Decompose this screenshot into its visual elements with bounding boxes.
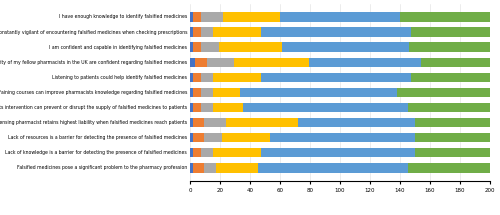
- Bar: [190, 133, 193, 142]
- Bar: [200, 43, 218, 52]
- Bar: [222, 133, 270, 142]
- Bar: [200, 103, 212, 112]
- Bar: [190, 148, 193, 158]
- Bar: [200, 88, 212, 97]
- Bar: [410, 73, 490, 82]
- Bar: [415, 148, 490, 158]
- Bar: [410, 27, 490, 37]
- Bar: [234, 58, 308, 67]
- Bar: [260, 148, 415, 158]
- Bar: [200, 12, 223, 22]
- Bar: [190, 103, 193, 112]
- Bar: [200, 73, 212, 82]
- Bar: [190, 73, 193, 82]
- Bar: [200, 27, 212, 37]
- Bar: [218, 43, 282, 52]
- Bar: [193, 133, 203, 142]
- Bar: [190, 118, 193, 127]
- Bar: [298, 118, 415, 127]
- Bar: [193, 27, 200, 37]
- Bar: [190, 88, 193, 97]
- Bar: [193, 148, 200, 158]
- Bar: [190, 12, 193, 22]
- Bar: [400, 12, 490, 22]
- Bar: [204, 133, 222, 142]
- Bar: [212, 148, 260, 158]
- Bar: [409, 43, 490, 52]
- Bar: [193, 163, 203, 173]
- Bar: [226, 118, 298, 127]
- Bar: [204, 163, 216, 173]
- Bar: [421, 58, 490, 67]
- Bar: [216, 163, 258, 173]
- Bar: [258, 163, 408, 173]
- Bar: [193, 12, 200, 22]
- Bar: [206, 58, 234, 67]
- Bar: [193, 43, 200, 52]
- Bar: [240, 88, 397, 97]
- Bar: [212, 103, 242, 112]
- Bar: [190, 58, 194, 67]
- Bar: [260, 73, 410, 82]
- Bar: [194, 58, 206, 67]
- Legend: Unanswered, Strongly disagree, Disagree, Uncertain, Agree, Strongly agree: Unanswered, Strongly disagree, Disagree,…: [247, 214, 433, 215]
- Bar: [282, 43, 409, 52]
- Bar: [193, 88, 200, 97]
- Bar: [397, 88, 490, 97]
- Bar: [200, 148, 212, 158]
- Bar: [193, 73, 200, 82]
- Bar: [190, 43, 193, 52]
- Bar: [408, 163, 490, 173]
- Bar: [260, 27, 410, 37]
- Bar: [270, 133, 415, 142]
- Bar: [190, 163, 193, 173]
- Bar: [204, 118, 226, 127]
- Bar: [308, 58, 421, 67]
- Bar: [280, 12, 400, 22]
- Bar: [212, 27, 260, 37]
- Bar: [223, 12, 280, 22]
- Bar: [242, 103, 408, 112]
- Bar: [212, 73, 260, 82]
- Bar: [193, 118, 203, 127]
- Bar: [193, 103, 200, 112]
- Bar: [415, 118, 490, 127]
- Bar: [408, 103, 490, 112]
- Bar: [212, 88, 240, 97]
- Bar: [190, 27, 193, 37]
- Bar: [415, 133, 490, 142]
